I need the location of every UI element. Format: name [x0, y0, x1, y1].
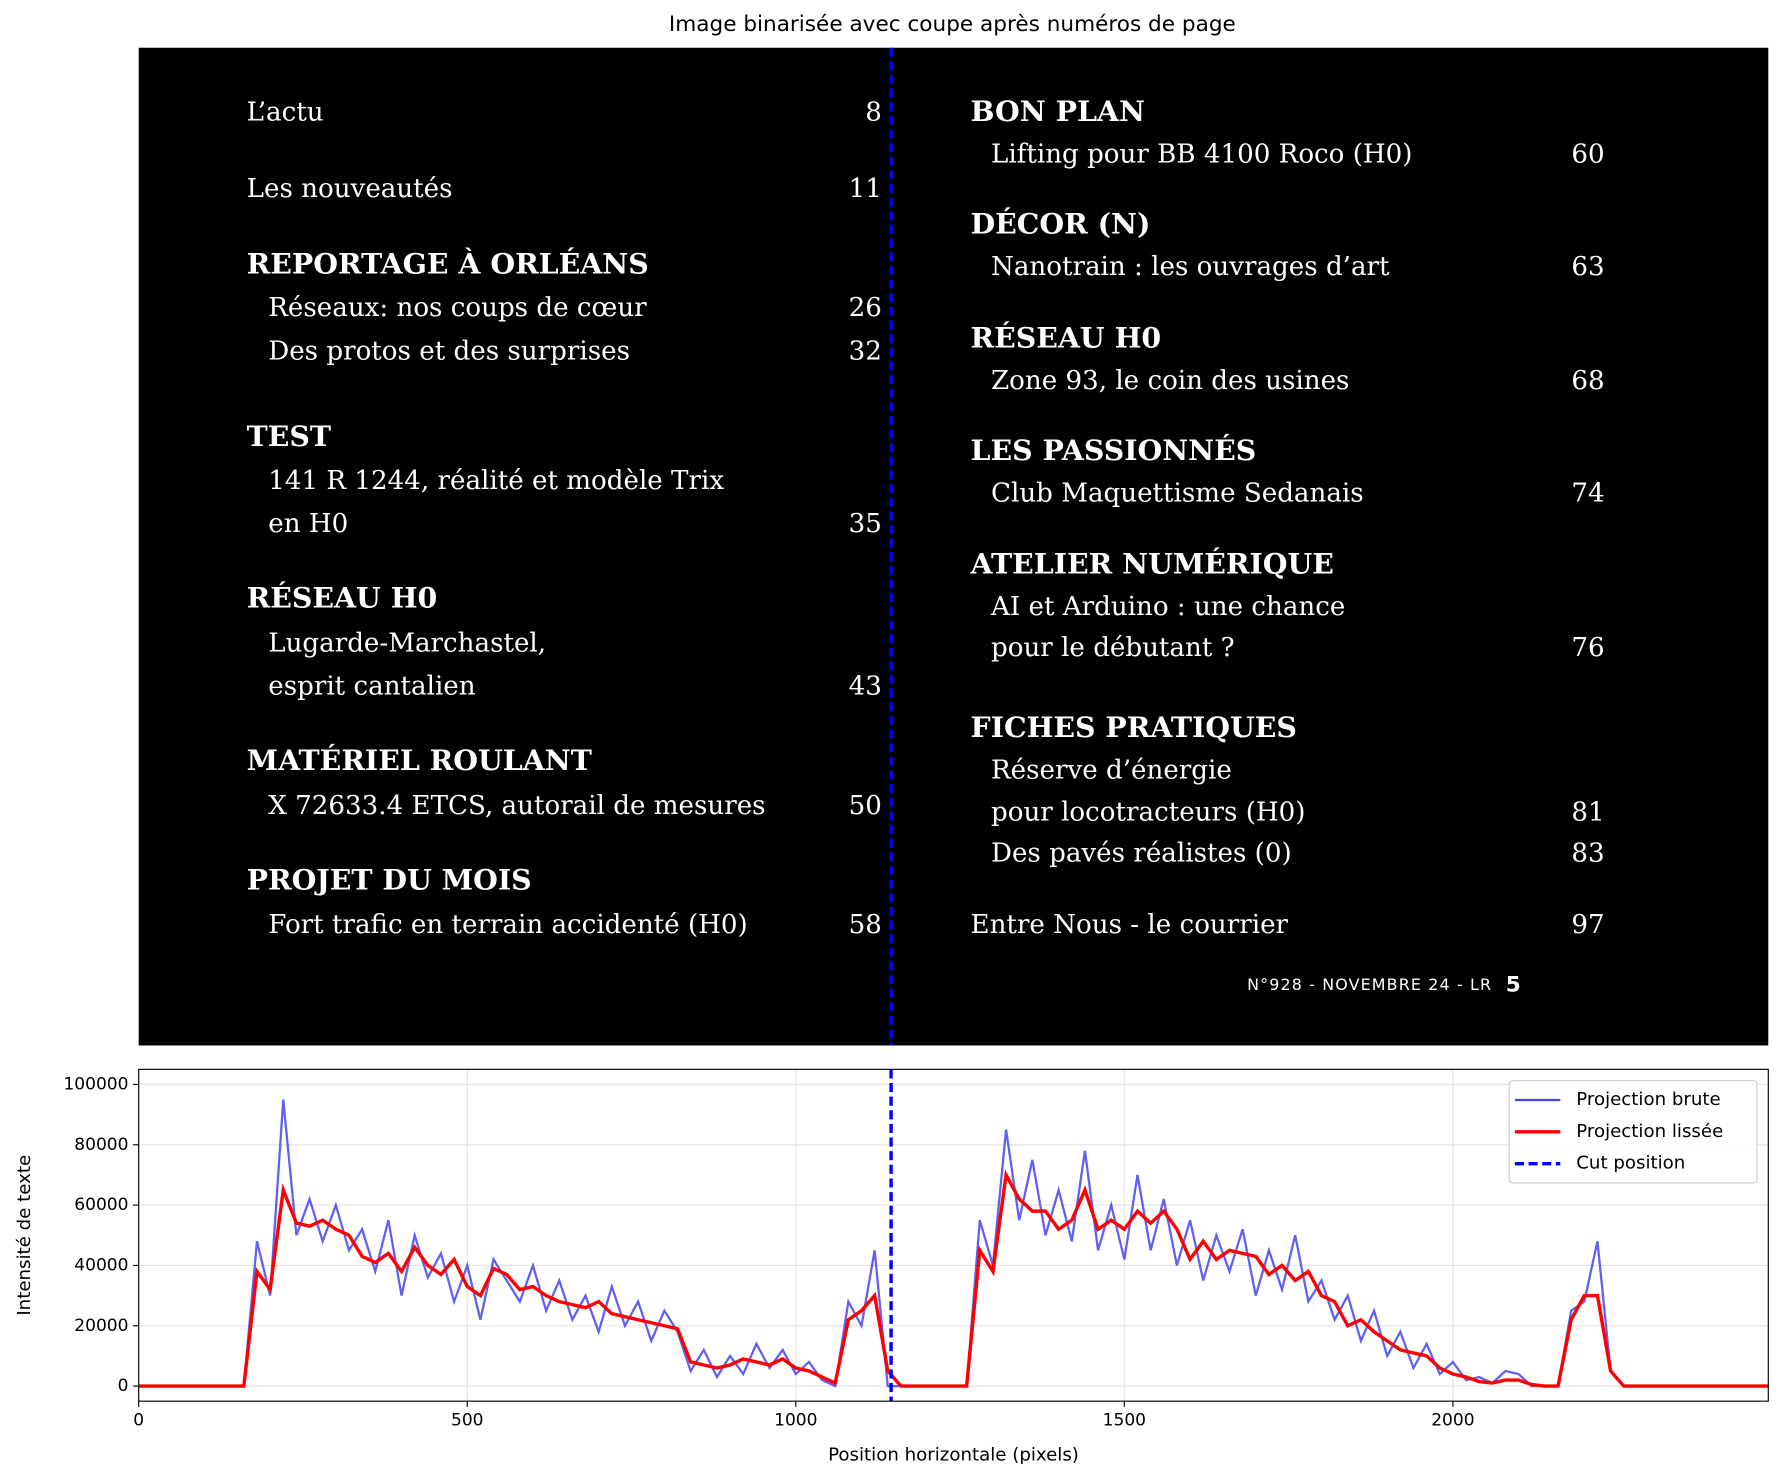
toc-heading: MATÉRIEL ROULANT: [247, 743, 592, 777]
toc-entry: Club Maquettisme Sedanais: [991, 478, 1364, 508]
toc-entry: Nanotrain : les ouvrages d’art: [991, 252, 1390, 282]
toc-entry: esprit cantalien: [268, 672, 476, 702]
toc-entry: Zone 93, le coin des usines: [991, 366, 1349, 396]
toc-heading: FICHES PRATIQUES: [971, 710, 1297, 744]
toc-entry: Des protos et des surprises: [268, 336, 630, 366]
binarized-image: [138, 47, 1769, 1046]
toc-heading: BON PLAN: [971, 94, 1145, 128]
series-line: [138, 1169, 1769, 1388]
toc-entry: pour locotracteurs (H0): [991, 798, 1305, 828]
x-axis-label: Position horizontale (pixels): [828, 1445, 1079, 1466]
toc-heading: LES PASSIONNÉS: [971, 433, 1257, 467]
axes-frame: [138, 1068, 1769, 1402]
toc-entry: Les nouveautés: [247, 174, 453, 204]
toc-entry: en H0: [268, 509, 348, 539]
y-tick-label: 40000: [74, 1255, 128, 1275]
toc-page: 83: [1571, 839, 1604, 869]
legend-label: Cut position: [1576, 1153, 1685, 1174]
toc-page: 11: [849, 174, 882, 204]
toc-page: 81: [1571, 798, 1604, 828]
toc-heading: PROJET DU MOIS: [247, 862, 532, 896]
y-tick-label: 0: [118, 1376, 129, 1396]
y-tick-label: 80000: [74, 1135, 128, 1155]
x-tick-label: 500: [451, 1410, 484, 1430]
y-tick-label: 20000: [74, 1316, 128, 1336]
toc-heading: ATELIER NUMÉRIQUE: [970, 546, 1334, 580]
toc-page: 32: [849, 336, 882, 366]
toc-entry: Lifting pour BB 4100 Roco (H0): [991, 140, 1413, 170]
toc-page: 43: [849, 672, 882, 702]
toc-page: 8: [865, 98, 882, 128]
legend-label: Projection lissée: [1576, 1121, 1723, 1142]
toc-heading: TEST: [247, 419, 331, 453]
toc-page: 50: [849, 791, 882, 821]
x-tick-label: 1000: [774, 1410, 817, 1430]
toc-page: 63: [1571, 252, 1604, 282]
plot-area: [138, 1069, 1769, 1402]
toc-page: 97: [1571, 910, 1604, 940]
toc-entry: Lugarde-Marchastel,: [268, 628, 546, 658]
x-tick-label: 2000: [1431, 1410, 1474, 1430]
toc-heading: REPORTAGE À ORLÉANS: [247, 246, 649, 280]
toc-page: 74: [1571, 478, 1604, 508]
footer-text: N°928 - NOVEMBRE 24 - LR: [1247, 975, 1492, 994]
toc-heading: DÉCOR (N): [971, 207, 1151, 241]
toc-heading: RÉSEAU H0: [971, 320, 1162, 354]
toc-page: 60: [1571, 140, 1604, 170]
toc-entry: Des pavés réalistes (0): [991, 839, 1292, 869]
toc-page: 58: [849, 910, 882, 940]
toc-entry: 141 R 1244, réalité et modèle Trix: [268, 466, 724, 496]
image-title: Image binarisée avec coupe après numéros…: [669, 12, 1236, 37]
toc-entry: Entre Nous - le courrier: [971, 910, 1289, 940]
toc-entry: Fort trafic en terrain accidenté (H0): [268, 910, 748, 940]
x-tick-label: 0: [133, 1410, 144, 1430]
y-axis-label: Intensité de texte: [14, 1155, 35, 1316]
legend-label: Projection brute: [1576, 1089, 1720, 1110]
x-tick-label: 1500: [1103, 1410, 1146, 1430]
toc-entry: Réserve d’énergie: [991, 756, 1232, 786]
toc-page: 76: [1571, 633, 1604, 663]
toc-page: 68: [1571, 366, 1604, 396]
toc-entry: Réseaux: nos coups de cœur: [268, 293, 647, 323]
toc-entry: X 72633.4 ETCS, autorail de mesures: [268, 791, 765, 821]
y-tick-label: 60000: [74, 1195, 128, 1215]
toc-page: 26: [849, 293, 882, 323]
toc-entry: AI et Arduino : une chance: [990, 592, 1345, 622]
toc-heading: RÉSEAU H0: [247, 581, 438, 615]
footer-page: 5: [1506, 972, 1521, 997]
y-tick-label: 100000: [63, 1074, 128, 1094]
toc-page: 35: [849, 509, 882, 539]
toc-entry: L’actu: [247, 98, 324, 128]
toc-entry: pour le débutant ?: [991, 633, 1235, 663]
legend-box: [1508, 1080, 1758, 1184]
